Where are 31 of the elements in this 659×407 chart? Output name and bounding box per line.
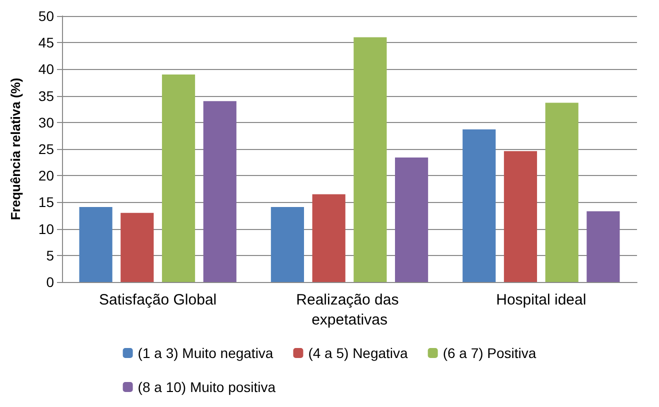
y-tick-label: 15 bbox=[38, 194, 54, 210]
bar bbox=[120, 212, 154, 282]
y-tick-label: 0 bbox=[46, 274, 54, 290]
y-tick-label: 40 bbox=[38, 61, 54, 78]
legend-label: (1 a 3) Muito negativa bbox=[138, 345, 274, 361]
legend-label: (4 a 5) Negativa bbox=[308, 345, 408, 361]
bar bbox=[504, 151, 538, 282]
y-tick-label: 10 bbox=[38, 220, 54, 237]
legend-label: (8 a 10) Muito positiva bbox=[138, 379, 276, 395]
bar bbox=[462, 129, 496, 282]
y-tick-label: 20 bbox=[38, 168, 54, 184]
y-tick-label: 25 bbox=[38, 141, 54, 157]
bar bbox=[203, 101, 236, 282]
y-tick-label: 45 bbox=[38, 34, 54, 51]
x-tick-label: Realização das expetativas bbox=[296, 292, 403, 328]
bar bbox=[394, 158, 428, 282]
x-tick-label: Satisfação Global bbox=[99, 292, 217, 308]
y-tick-label: 35 bbox=[38, 88, 54, 104]
y-axis-title: Frequência relativa (%) bbox=[8, 78, 23, 220]
y-tick-label: 5 bbox=[46, 247, 54, 264]
bar bbox=[270, 206, 304, 282]
bar bbox=[545, 102, 578, 282]
bar bbox=[79, 206, 112, 282]
bar bbox=[586, 211, 620, 282]
bar bbox=[354, 37, 387, 282]
legend-label: (6 a 7) Positiva bbox=[442, 345, 536, 361]
y-tick-label: 30 bbox=[38, 114, 54, 130]
bar bbox=[312, 194, 346, 282]
y-tick-label: 50 bbox=[38, 8, 54, 24]
bar bbox=[162, 74, 196, 282]
x-tick-label: Hospital ideal bbox=[496, 292, 586, 308]
